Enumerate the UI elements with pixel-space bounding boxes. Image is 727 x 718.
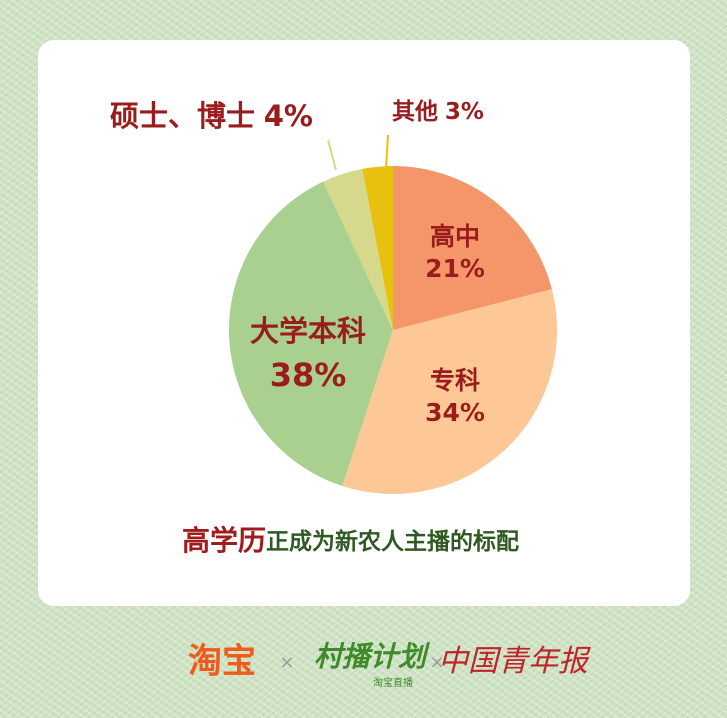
slice-label: 高中 [430,222,480,251]
pie-slice [393,166,552,330]
separator: × [279,652,294,673]
logo-cunbo-sub: 淘宝直播 [373,676,413,689]
pie-slice [362,166,393,330]
leader-line [327,139,337,171]
separator: × [429,652,444,673]
title-emphasis: 高学历 [182,524,266,557]
pie-slice [229,181,393,486]
slice-label: 其他 3% [392,99,484,125]
slice-label: 大学本科 [250,314,366,348]
value-label: 21% [425,254,485,283]
value-label: 34% [425,398,485,427]
value-label: 38% [270,356,347,394]
pie-slice [323,168,393,330]
category-label: 其他 [392,99,438,125]
chart-title: 高学历正成为新农人主播的标配 [182,524,519,557]
slice-label: 专科 [430,366,480,395]
category-label: 硕士、博士 [110,99,255,133]
leader-line [385,134,389,169]
slice-label: 硕士、博士 4% [110,99,313,133]
logo-cyol: 中国青年报 [438,644,591,679]
logo-taobao: 淘宝 [188,642,256,682]
value-label: 4% [264,99,313,133]
title-text: 正成为新农人主播的标配 [266,528,519,555]
value-label: 3% [445,99,484,125]
logo-cunbo: 村播计划 [314,640,430,673]
pie-slice [342,289,557,495]
